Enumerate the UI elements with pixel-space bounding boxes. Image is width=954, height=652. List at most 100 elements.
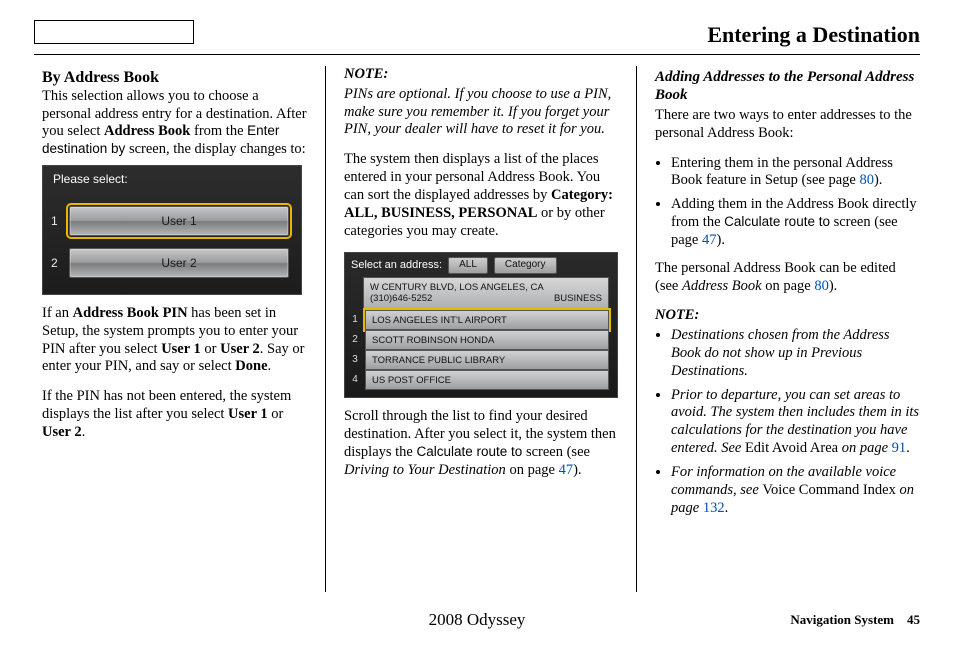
screenshot-list: 1 LOS ANGELES INT'L AIRPORT 2 SCOTT ROBINS… [349,311,609,393]
note-heading: NOTE: [655,307,699,323]
page-title: Entering a Destination [707,22,920,48]
footer-model: 2008 Odyssey [429,610,526,630]
filter-category-pill: Category [494,257,557,273]
column-2: NOTE: PINs are optional. If you choose t… [344,66,618,592]
screenshot-header: Select an address: ALL Category [351,257,557,273]
list-item: Prior to departure, you can set areas to… [671,387,920,458]
note-list: Destinations chosen from the Address Boo… [655,327,920,517]
page-link[interactable]: 80 [814,278,829,294]
text: ). [573,462,581,478]
text: ). [874,172,882,188]
user2-button: User 2 [69,248,289,278]
footer-page-number: 45 [907,612,920,627]
para: The system then displays a list of the p… [344,151,618,240]
note-heading: NOTE: [344,66,388,82]
text: on page [506,462,559,478]
info-line2: (310)646-5252 BUSINESS [370,293,602,305]
note-label: NOTE: [655,307,920,325]
list-item: Destinations chosen from the Address Boo… [671,327,920,380]
footer-right: Navigation System 45 [790,612,920,628]
list-item: 1 LOS ANGELES INT'L AIRPORT [349,311,609,329]
column-divider [325,66,326,592]
item-bar: TORRANCE PUBLIC LIBRARY [365,350,609,370]
text: from the [190,123,247,139]
para: This selection allows you to choose a pe… [42,88,307,159]
text: If an [42,305,73,321]
ref-title: Address Book [682,278,762,294]
text: . [268,358,272,374]
list-item: 3 TORRANCE PUBLIC LIBRARY [349,351,609,369]
screenshot-please-select: Please select: 1 User 1 2 User 2 [42,165,302,295]
term: User 2 [42,424,82,440]
header-box [34,20,194,44]
text: screen, the display changes to: [125,141,305,157]
page-link[interactable]: 47 [702,232,717,248]
screenshot-row: 1 User 1 [51,206,289,236]
note-label: NOTE: [344,66,618,84]
bullet-list: Entering them in the personal Address Bo… [655,155,920,250]
list-item: For information on the available voice c… [671,464,920,517]
item-number: 4 [349,374,361,386]
term: User 1 [161,341,201,357]
text: . [906,440,910,456]
screenshot-info-bar: W CENTURY BLVD, LOS ANGELES, CA (310)646… [363,277,609,309]
screenshot-select-address: Select an address: ALL Category W CENTUR… [344,252,618,398]
item-bar: US POST OFFICE [365,370,609,390]
text: ). [829,278,837,294]
ref-title: Voice Command Index [762,482,899,498]
text: on page [762,278,815,294]
ref-title: Driving to Your Destination [344,462,506,478]
filter-all-pill: ALL [448,257,488,273]
row-number: 1 [51,214,59,229]
footer: 2008 Odyssey Navigation System 45 [0,610,954,630]
text: . [725,500,729,516]
text: screen (see [522,444,590,460]
info-phone: (310)646-5252 [370,293,432,305]
term-address-book: Address Book [104,123,190,139]
text: or [201,341,220,357]
user1-button: User 1 [69,206,289,236]
page-link[interactable]: 132 [703,500,725,516]
item-bar: SCOTT ROBINSON HONDA [365,330,609,350]
item-bar: LOS ANGELES INT'L AIRPORT [365,310,609,330]
item-number: 3 [349,354,361,366]
para: There are two ways to enter addresses to… [655,107,920,143]
screen-name: Calculate route to [417,444,523,459]
ref-title: Edit Avoid Area [745,440,842,456]
list-item: 2 SCOTT ROBINSON HONDA [349,331,609,349]
subsection-heading: Adding Addresses to the Personal Address… [655,68,920,105]
header-rule [34,54,920,55]
column-1: By Address Book This selection allows yo… [42,66,307,592]
note-text: PINs are optional. If you choose to use … [344,86,618,139]
item-number: 1 [349,314,361,326]
term: User 2 [220,341,260,357]
page: Entering a Destination By Address Book T… [0,0,954,652]
para: The personal Address Book can be edited … [655,260,920,296]
screen-name: Calculate route to [724,214,830,229]
column-3: Adding Addresses to the Personal Address… [655,66,920,592]
para: If an Address Book PIN has been set in S… [42,305,307,376]
text: or [268,406,284,422]
item-number: 2 [349,334,361,346]
list-item: 4 US POST OFFICE [349,371,609,389]
para: Scroll through the list to find your des… [344,408,618,479]
footer-section: Navigation System [790,612,894,627]
list-item: Entering them in the personal Address Bo… [671,155,920,191]
term: Address Book PIN [73,305,188,321]
list-item: Adding them in the Address Book directly… [671,196,920,249]
page-link[interactable]: 91 [892,440,907,456]
page-link[interactable]: 47 [559,462,574,478]
text: . [82,424,86,440]
column-divider [636,66,637,592]
term: Done [235,358,267,374]
row-number: 2 [51,256,59,271]
columns: By Address Book This selection allows yo… [42,66,920,592]
screenshot-title: Please select: [53,172,128,187]
info-category: BUSINESS [554,293,602,305]
screenshot-row: 2 User 2 [51,248,289,278]
term: User 1 [228,406,268,422]
screenshot-title: Select an address: [351,259,442,273]
info-line1: W CENTURY BLVD, LOS ANGELES, CA [370,282,602,294]
page-link[interactable]: 80 [859,172,874,188]
text: ). [717,232,725,248]
